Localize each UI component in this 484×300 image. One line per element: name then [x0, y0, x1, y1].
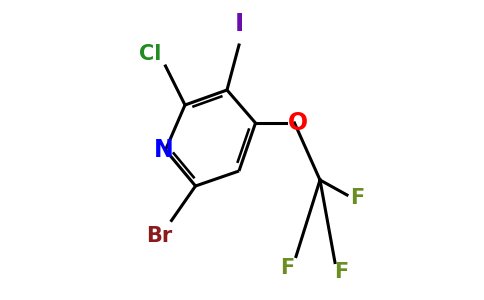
Text: O: O	[287, 111, 307, 135]
Text: Br: Br	[146, 226, 173, 245]
Text: Cl: Cl	[139, 44, 162, 64]
Text: F: F	[334, 262, 348, 281]
Text: F: F	[350, 188, 364, 208]
Text: I: I	[234, 12, 243, 36]
Text: N: N	[154, 138, 174, 162]
Text: F: F	[280, 259, 294, 278]
